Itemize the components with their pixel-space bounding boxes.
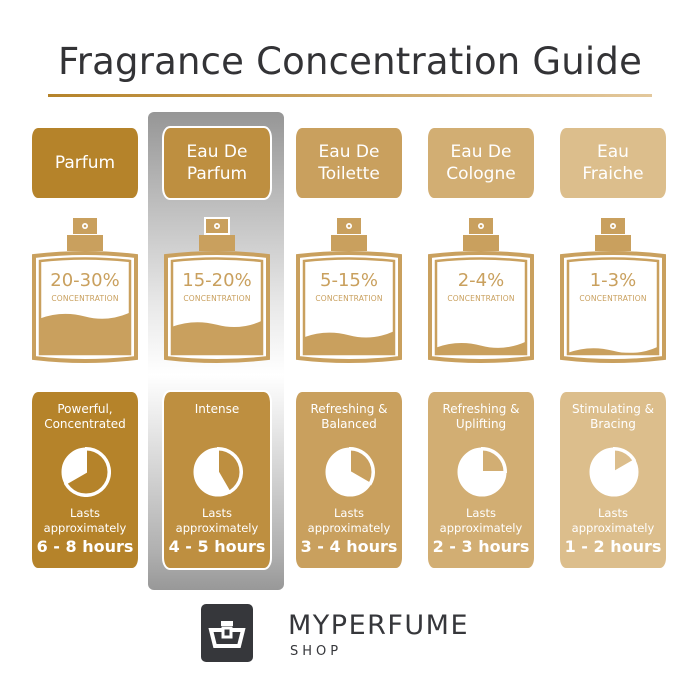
duration-value: 6 - 8 hours xyxy=(36,537,134,556)
duration-value: 2 - 3 hours xyxy=(432,537,530,556)
duration-value: 3 - 4 hours xyxy=(300,537,398,556)
longevity-card: Stimulating & Bracing Lasts approximately … xyxy=(560,392,666,568)
fragrance-type-line1: Eau xyxy=(597,142,629,162)
concentration-label: CONCENTRATION xyxy=(447,294,515,303)
fragrance-type-line1: Eau De xyxy=(450,142,512,162)
character-description: Intense xyxy=(194,402,240,416)
lasts-label: Lasts approximately xyxy=(307,506,391,535)
liquid-level xyxy=(304,331,394,354)
perfume-bottle-icon xyxy=(296,218,402,363)
perfume-bottle-icon xyxy=(32,218,138,363)
fragrance-type-line2: Parfum xyxy=(54,153,116,173)
fragrance-type-line2: Fraiche xyxy=(582,164,644,184)
clock-pie-icon xyxy=(325,447,375,497)
clock-pie-icon xyxy=(61,447,111,497)
clock-pie-icon xyxy=(589,447,639,497)
concentration-value: 15-20% xyxy=(182,270,252,291)
character-description: Powerful, Concentrated xyxy=(44,402,126,431)
brand-sub: SHOP xyxy=(290,644,343,659)
fragrance-type-label: Eau De Parfum xyxy=(162,126,272,200)
fragrance-type-line2: Parfum xyxy=(186,164,248,184)
fragrance-column: Eau De Cologne 2-4% CONCENTRATION Refresh… xyxy=(428,0,534,700)
lasts-label: Lasts approximately xyxy=(439,506,523,535)
fragrance-column: Eau Fraiche 1-3% CONCENTRATION Stimulatin… xyxy=(560,0,666,700)
concentration-label: CONCENTRATION xyxy=(579,294,647,303)
perfume-bottle-icon xyxy=(164,217,270,363)
concentration-value: 1-3% xyxy=(589,270,637,291)
title-divider xyxy=(48,94,652,97)
fragrance-type-label: Eau De Cologne xyxy=(428,128,534,198)
concentration-value: 2-4% xyxy=(457,270,505,291)
concentration-label: CONCENTRATION xyxy=(315,294,383,303)
duration-value: 4 - 5 hours xyxy=(168,537,266,556)
liquid-level xyxy=(568,346,658,354)
perfume-bottle-icon xyxy=(428,218,534,363)
concentration-label: CONCENTRATION xyxy=(183,294,251,303)
fragrance-type-line2: Toilette xyxy=(318,164,380,184)
fragrance-type-label: Eau De Toilette xyxy=(296,128,402,198)
fragrance-type-label: Eau Fraiche xyxy=(560,128,666,198)
liquid-level xyxy=(172,320,262,354)
fragrance-type-label: Parfum xyxy=(32,128,138,198)
fragrance-type-line1: Eau De xyxy=(186,142,248,162)
character-description: Stimulating & Bracing xyxy=(571,402,655,431)
character-description: Refreshing & Balanced xyxy=(310,402,388,431)
lasts-label: Lasts approximately xyxy=(571,506,655,535)
fragrance-column: Eau De Toilette 5-15% CONCENTRATION Refre… xyxy=(296,0,402,700)
longevity-card: Powerful, Concentrated Lasts approximately… xyxy=(32,392,138,568)
character-description: Refreshing & Uplifting xyxy=(442,402,520,431)
brand-name: MYPERFUME xyxy=(288,610,470,641)
concentration-value: 5-15% xyxy=(320,270,378,291)
clock-pie-icon xyxy=(193,447,243,497)
lasts-label: Lasts approximately xyxy=(175,506,259,535)
fragrance-type-line1: Eau De xyxy=(318,142,380,162)
liquid-level xyxy=(436,341,526,354)
longevity-card: Refreshing & Balanced Lasts approximately … xyxy=(296,392,402,568)
longevity-card: Refreshing & Uplifting Lasts approximately… xyxy=(428,392,534,568)
clock-pie-icon xyxy=(457,447,507,497)
fragrance-type-line2: Cologne xyxy=(446,164,516,184)
concentration-value: 20-30% xyxy=(50,270,120,291)
fragrance-column: Eau De Parfum 15-20% CONCENTRATION Intens… xyxy=(162,0,272,700)
perfume-bottle-icon xyxy=(560,218,666,363)
concentration-label: CONCENTRATION xyxy=(51,294,119,303)
page-title: Fragrance Concentration Guide xyxy=(57,40,643,83)
fragrance-column: Parfum 20-30% CONCENTRATION Powerful, Con… xyxy=(32,0,138,700)
lasts-label: Lasts approximately xyxy=(43,506,127,535)
brand-logo-icon xyxy=(201,604,253,662)
duration-value: 1 - 2 hours xyxy=(564,537,662,556)
longevity-card: Intense Lasts approximately 4 - 5 hours xyxy=(162,390,272,570)
liquid-level xyxy=(40,312,130,354)
